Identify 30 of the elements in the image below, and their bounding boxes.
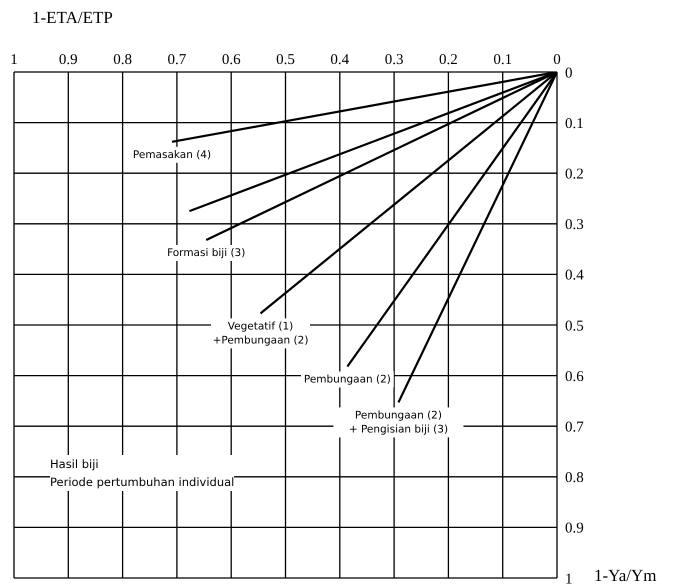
y-tick-label: 0.1 (565, 116, 584, 132)
y-tick-label: 0.8 (565, 470, 584, 486)
x-tick-label: 0.1 (493, 52, 512, 68)
x-tick-label: 0.9 (58, 52, 78, 68)
y-tick-label: 0.9 (565, 520, 584, 537)
x-tick-label: 0.4 (330, 52, 350, 68)
x-tick-label: 0.6 (222, 52, 242, 68)
x-tick-label: 0.3 (384, 52, 404, 68)
annotation: Hasil biji Periode pertumbuhan individual (50, 455, 234, 491)
series-label: Vegetatif (1) +Pembungaan (2) (212, 320, 308, 346)
y-tick-label: 0.7 (565, 420, 584, 436)
y-axis-title: 1-Ya/Ym (594, 566, 657, 586)
x-tick-label: 1 (10, 52, 18, 68)
series-label: Pembungaan (2) (304, 373, 391, 386)
x-tick-label: 0.5 (276, 52, 295, 68)
x-tick-label: 0.7 (168, 52, 187, 68)
series-label: Pembungaan (2) + Pengisian biji (3) (348, 409, 448, 436)
y-tick-label: 0.5 (565, 318, 584, 334)
y-tick-label: 0.2 (565, 166, 584, 183)
series-label: Pemasakan (4) (132, 148, 212, 161)
x-tick-label: 0 (553, 52, 561, 68)
y-tick-label: 0.4 (565, 268, 584, 284)
y-tick-label: 1 (565, 571, 572, 586)
x-tick-label: 0.2 (439, 52, 458, 68)
y-tick-label: 0.6 (565, 368, 584, 385)
y-tick-label: 0 (565, 65, 572, 82)
series-label: Formasi biji (3) (167, 246, 246, 259)
x-axis-title: 1-ETA/ETP (32, 8, 113, 28)
y-tick-label: 0.3 (565, 217, 584, 234)
x-tick-label: 0.8 (113, 52, 132, 68)
